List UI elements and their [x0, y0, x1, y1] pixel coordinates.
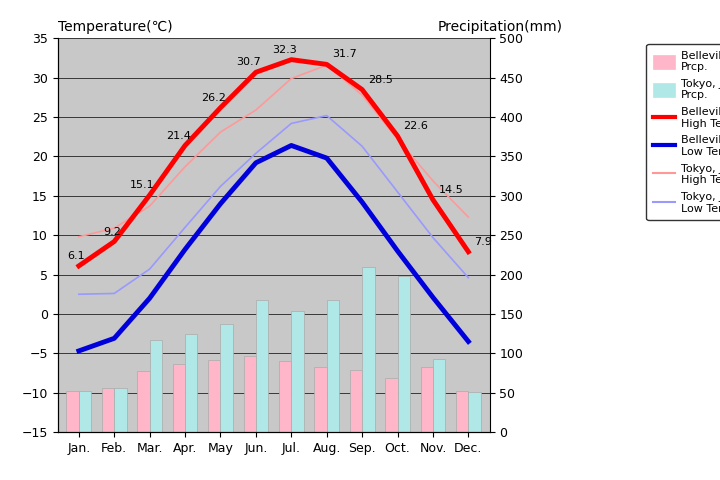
Bar: [420, 367, 433, 432]
Bar: [66, 391, 79, 432]
Bar: [315, 367, 327, 432]
Text: 28.5: 28.5: [368, 74, 392, 84]
Bar: [397, 276, 410, 432]
Bar: [138, 371, 150, 432]
Text: 15.1: 15.1: [130, 180, 155, 190]
Text: 9.2: 9.2: [103, 227, 121, 237]
Bar: [114, 388, 127, 432]
Bar: [208, 360, 220, 432]
Bar: [79, 391, 91, 432]
Text: 6.1: 6.1: [68, 251, 86, 261]
Bar: [279, 361, 292, 432]
Text: Temperature(℃): Temperature(℃): [58, 21, 172, 35]
Bar: [292, 311, 304, 432]
Bar: [468, 392, 481, 432]
Text: 31.7: 31.7: [332, 49, 357, 60]
Text: 32.3: 32.3: [272, 45, 297, 55]
Bar: [433, 359, 446, 432]
Text: 26.2: 26.2: [201, 93, 226, 103]
Text: 7.9: 7.9: [474, 237, 492, 247]
Bar: [220, 324, 233, 432]
Text: 22.6: 22.6: [403, 121, 428, 131]
Bar: [456, 391, 468, 432]
Bar: [185, 334, 197, 432]
Text: 21.4: 21.4: [166, 131, 191, 141]
Text: 30.7: 30.7: [236, 57, 261, 67]
Bar: [173, 363, 185, 432]
Legend: Belleville, IL
Prcp., Tokyo, Japan
Prcp., Belleville, IL
High Temp., Belleville,: Belleville, IL Prcp., Tokyo, Japan Prcp.…: [647, 44, 720, 220]
Bar: [256, 300, 269, 432]
Bar: [362, 267, 374, 432]
Bar: [327, 300, 339, 432]
Bar: [350, 370, 362, 432]
Bar: [385, 378, 397, 432]
Text: 14.5: 14.5: [438, 185, 463, 195]
Bar: [243, 356, 256, 432]
Bar: [150, 339, 162, 432]
Text: Precipitation(mm): Precipitation(mm): [438, 21, 563, 35]
Bar: [102, 388, 114, 432]
